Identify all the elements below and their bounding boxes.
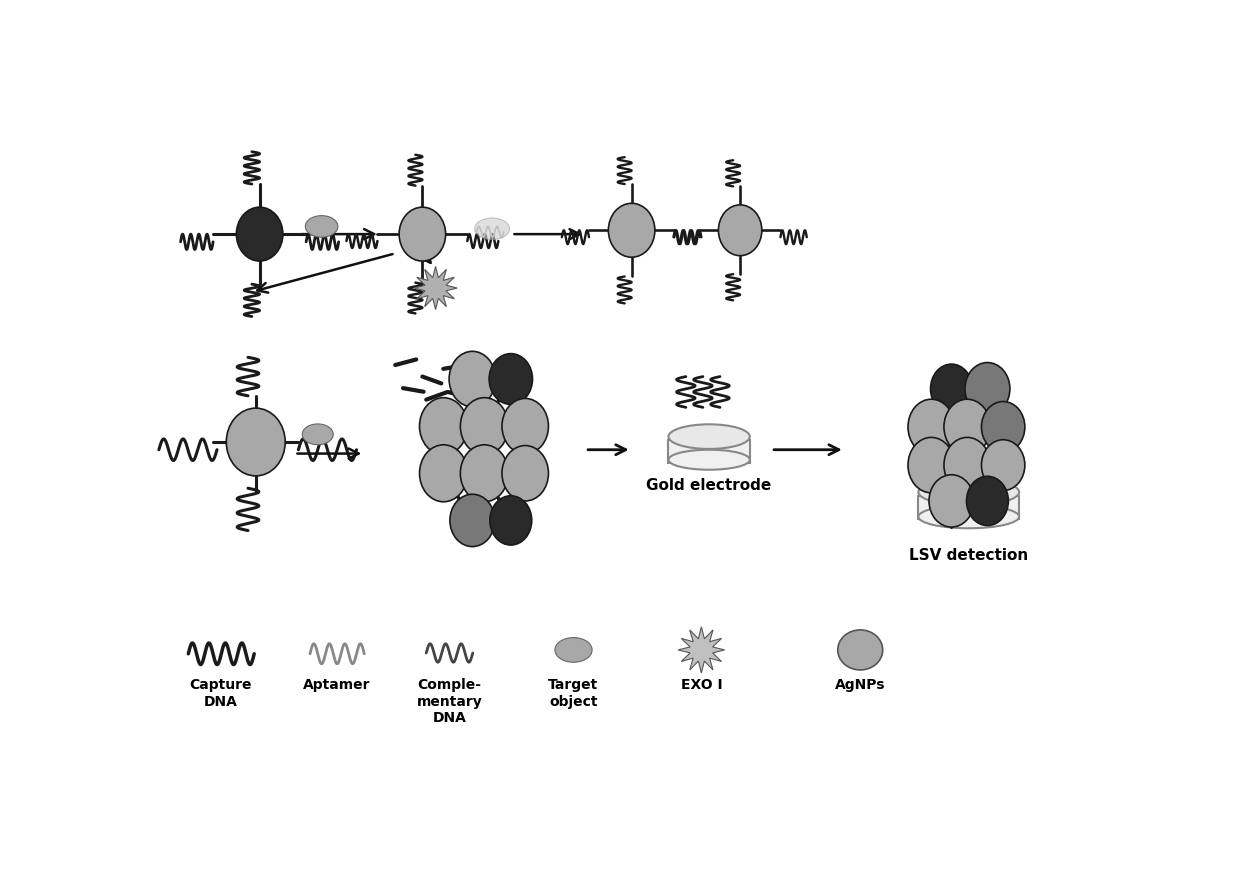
Ellipse shape	[718, 205, 761, 256]
Text: AgNPs: AgNPs	[835, 678, 885, 692]
FancyBboxPatch shape	[668, 440, 750, 463]
Ellipse shape	[502, 398, 548, 454]
Text: Aptamer: Aptamer	[304, 678, 371, 692]
Ellipse shape	[237, 207, 283, 261]
Ellipse shape	[908, 437, 955, 493]
Text: LSV detection: LSV detection	[909, 547, 1028, 563]
FancyBboxPatch shape	[919, 496, 1019, 519]
Ellipse shape	[226, 409, 285, 476]
Ellipse shape	[668, 450, 750, 470]
Ellipse shape	[399, 207, 445, 261]
Ellipse shape	[556, 637, 593, 663]
Ellipse shape	[919, 478, 1019, 505]
Ellipse shape	[609, 203, 655, 258]
Ellipse shape	[838, 630, 883, 670]
Ellipse shape	[929, 475, 973, 527]
Ellipse shape	[460, 444, 508, 502]
Ellipse shape	[930, 364, 972, 414]
Ellipse shape	[982, 440, 1025, 491]
Ellipse shape	[982, 402, 1025, 452]
Ellipse shape	[919, 505, 1019, 528]
Ellipse shape	[460, 398, 508, 455]
Ellipse shape	[944, 399, 991, 455]
Ellipse shape	[475, 218, 510, 239]
Ellipse shape	[305, 216, 337, 237]
Ellipse shape	[668, 424, 750, 449]
Text: Target
object: Target object	[548, 678, 599, 709]
Ellipse shape	[502, 445, 548, 501]
Ellipse shape	[966, 477, 1008, 526]
Ellipse shape	[489, 354, 532, 404]
Ellipse shape	[303, 424, 334, 444]
Text: EXO I: EXO I	[681, 678, 722, 692]
Ellipse shape	[908, 399, 955, 455]
Polygon shape	[678, 627, 724, 673]
Text: Comple-
mentary
DNA: Comple- mentary DNA	[417, 678, 482, 725]
Ellipse shape	[419, 444, 467, 502]
Ellipse shape	[944, 437, 991, 493]
Ellipse shape	[450, 494, 495, 546]
Ellipse shape	[490, 496, 532, 545]
Ellipse shape	[449, 351, 496, 407]
Ellipse shape	[965, 362, 1009, 415]
Polygon shape	[414, 266, 458, 310]
Ellipse shape	[419, 398, 467, 455]
Text: Capture
DNA: Capture DNA	[190, 678, 252, 709]
Text: Gold electrode: Gold electrode	[646, 478, 771, 493]
